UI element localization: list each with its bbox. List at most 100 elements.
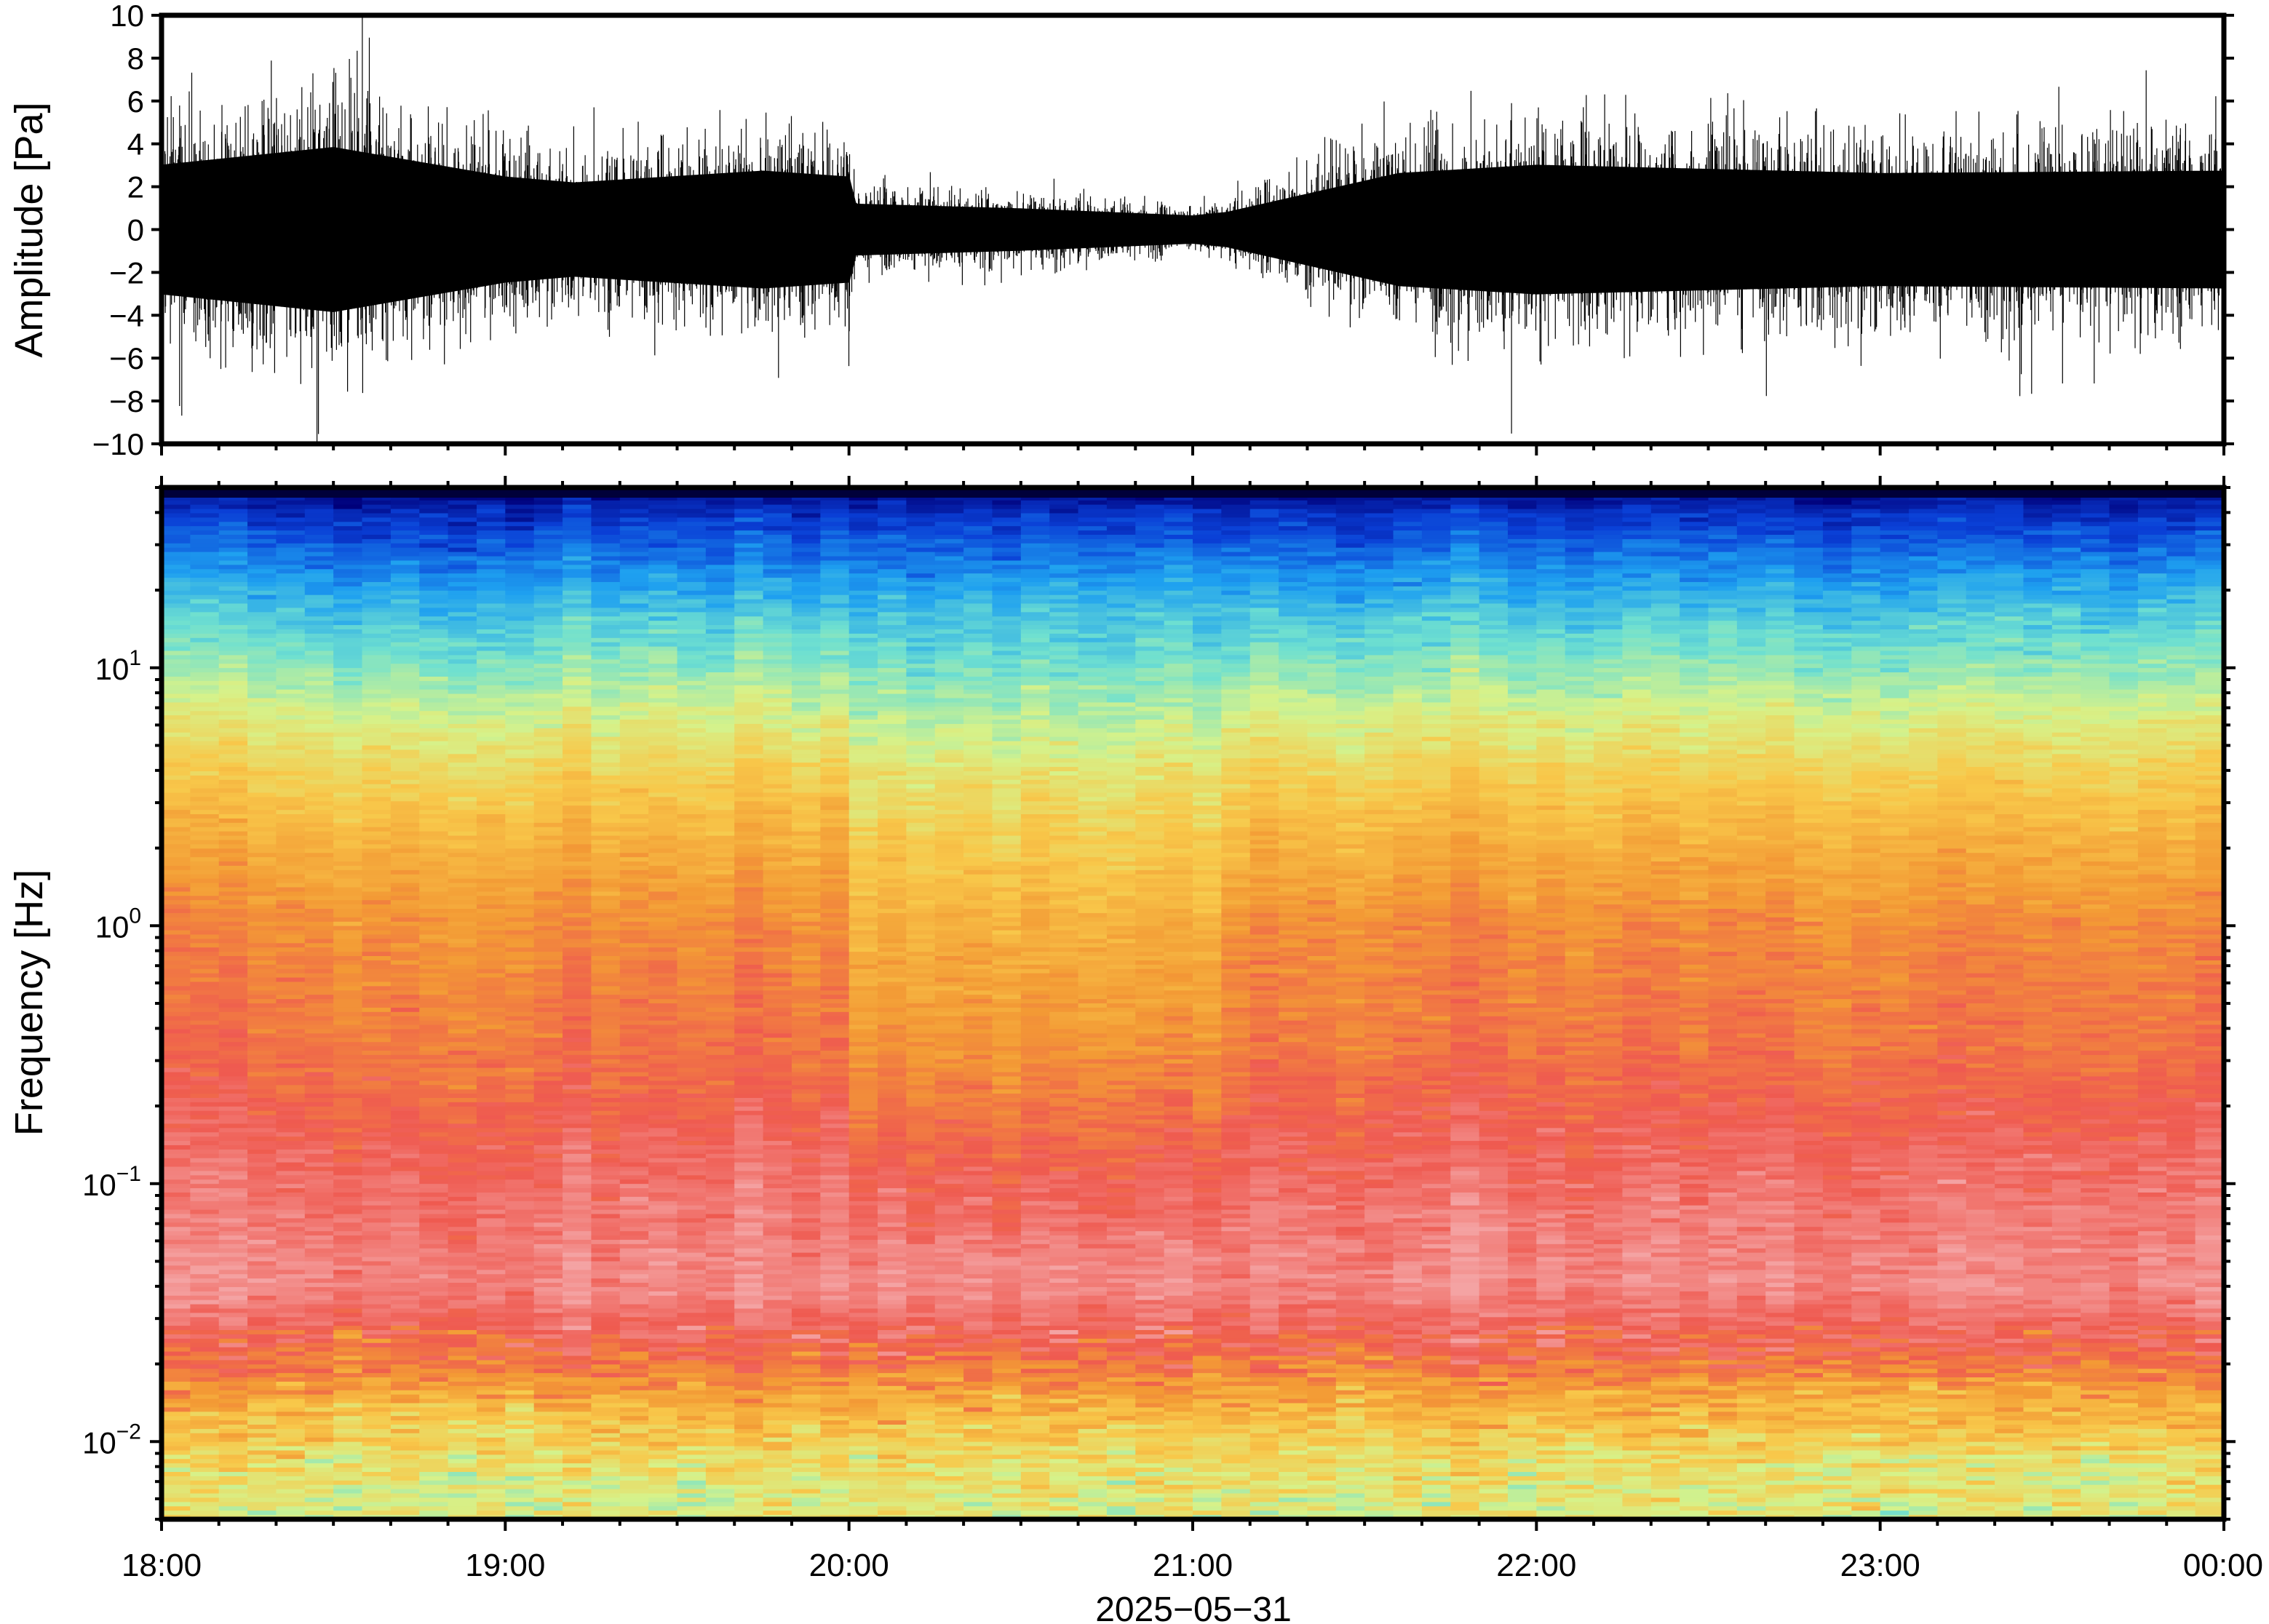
spectrogram-cell — [476, 1201, 506, 1206]
spectrogram-cell — [677, 801, 707, 806]
spectrogram-cell — [448, 741, 477, 747]
spectrogram-cell — [190, 1175, 220, 1180]
spectrogram-cell — [734, 594, 764, 600]
spectrogram-cell — [505, 844, 535, 849]
spectrogram-cell — [591, 1454, 621, 1460]
spectrogram-cell — [218, 573, 248, 578]
spectrogram-cell — [419, 1214, 449, 1219]
spectrogram-cell — [648, 526, 678, 531]
spectrogram-column — [304, 487, 334, 1520]
spectrogram-cell — [333, 831, 363, 837]
spectrogram-cell — [218, 1459, 248, 1464]
spectrogram-cell — [505, 616, 535, 621]
spectrogram-cell — [533, 861, 563, 867]
spectrogram-cell — [648, 1231, 678, 1236]
spectrogram-cell — [677, 1497, 707, 1502]
spectrogram-cell — [619, 594, 649, 600]
spectrogram-cell — [705, 1356, 735, 1361]
spectrogram-cell — [705, 1067, 735, 1073]
spectrogram-cell — [362, 1412, 392, 1417]
spectrogram-cell — [218, 612, 248, 617]
spectrogram-cell — [677, 775, 707, 781]
spectrogram-cell — [304, 711, 334, 716]
spectrogram-cell — [362, 1416, 392, 1421]
spectrogram-cell — [390, 1132, 420, 1137]
spectrogram-cell — [162, 1390, 191, 1396]
spectrogram-cell — [390, 1166, 420, 1172]
spectrogram-cell — [333, 522, 363, 527]
spectrogram-cell — [734, 616, 764, 621]
spectrogram-cell — [218, 788, 248, 794]
spectrogram-cell — [448, 999, 477, 1004]
spectrogram-cell — [677, 1390, 707, 1396]
spectrogram-cell — [304, 952, 334, 957]
spectrogram-cell — [533, 1351, 563, 1357]
spectrogram-cell — [734, 668, 764, 673]
spectrogram-cell — [304, 912, 334, 918]
spectrogram-cell — [390, 754, 420, 759]
spectrogram-cell — [304, 698, 334, 704]
spectrogram-cell — [533, 1321, 563, 1326]
spectrogram-cell — [448, 1085, 477, 1090]
spectrogram-cell — [419, 801, 449, 806]
spectrogram-cell — [705, 1153, 735, 1159]
spectrogram-cell — [505, 771, 535, 776]
spectrogram-cell — [218, 1033, 248, 1038]
spectrogram-cell — [677, 715, 707, 720]
spectrogram-cell — [448, 599, 477, 605]
spectrogram-cell — [705, 1248, 735, 1254]
spectrogram-cell — [362, 689, 392, 695]
spectrogram-cell — [705, 827, 735, 832]
spectrogram-cell — [705, 1450, 735, 1455]
spectrogram-cell — [563, 560, 592, 565]
spectrogram-cell — [476, 1196, 506, 1202]
spectrogram-cell — [705, 1080, 735, 1086]
spectrogram-cell — [390, 1011, 420, 1017]
spectrogram-cell — [533, 1029, 563, 1034]
spectrogram-cell — [563, 1184, 592, 1189]
spectrogram-cell — [563, 943, 592, 948]
spectrogram-cell — [619, 982, 649, 987]
spectrogram-cell — [362, 869, 392, 875]
spectrogram-cell — [276, 1137, 306, 1142]
spectrogram-cell — [734, 565, 764, 570]
spectrogram-cell — [333, 1214, 363, 1219]
spectrogram-cell — [362, 904, 392, 909]
spectrogram-cell — [533, 569, 563, 574]
spectrogram-cell — [476, 1085, 506, 1090]
spectrogram-cell — [677, 538, 707, 544]
spectrogram-cell — [333, 1059, 363, 1064]
spectrogram-cell — [677, 784, 707, 789]
spectrogram-cell — [705, 1291, 735, 1297]
spectrogram-cell — [619, 1184, 649, 1189]
spectrogram-cell — [648, 943, 678, 948]
spectrogram-cell — [705, 1110, 735, 1116]
spectrogram-cell — [677, 1042, 707, 1047]
spectrogram-cell — [333, 1506, 363, 1511]
spectrogram-cell — [476, 982, 506, 987]
spectrogram-cell — [276, 758, 306, 763]
spectrogram-cell — [190, 1454, 220, 1460]
spectrogram-cell — [505, 1321, 535, 1326]
spectrogram-cell — [648, 999, 678, 1004]
spectrogram-cell — [362, 1308, 392, 1313]
spectrogram-cell — [533, 995, 563, 1000]
spectrogram-cell — [190, 921, 220, 927]
spectrogram-cell — [362, 552, 392, 557]
spectrogram-cell — [162, 655, 191, 660]
spectrogram-cell — [218, 702, 248, 707]
spectrogram-cell — [390, 732, 420, 738]
spectrogram-cell — [563, 538, 592, 544]
spectrogram-cell — [276, 1381, 306, 1387]
spectrogram-cell — [304, 853, 334, 858]
spectrogram-cell — [591, 1416, 621, 1421]
spectrogram-cell — [276, 1403, 306, 1408]
spectrogram-cell — [533, 1094, 563, 1099]
spectrogram-cell — [476, 581, 506, 587]
spectrogram-cell — [419, 1115, 449, 1121]
spectrogram-cell — [734, 715, 764, 720]
spectrogram-cell — [476, 547, 506, 553]
spectrogram-cell — [162, 1094, 191, 1099]
spectrogram-cell — [276, 990, 306, 995]
spectrogram-cell — [390, 943, 420, 948]
